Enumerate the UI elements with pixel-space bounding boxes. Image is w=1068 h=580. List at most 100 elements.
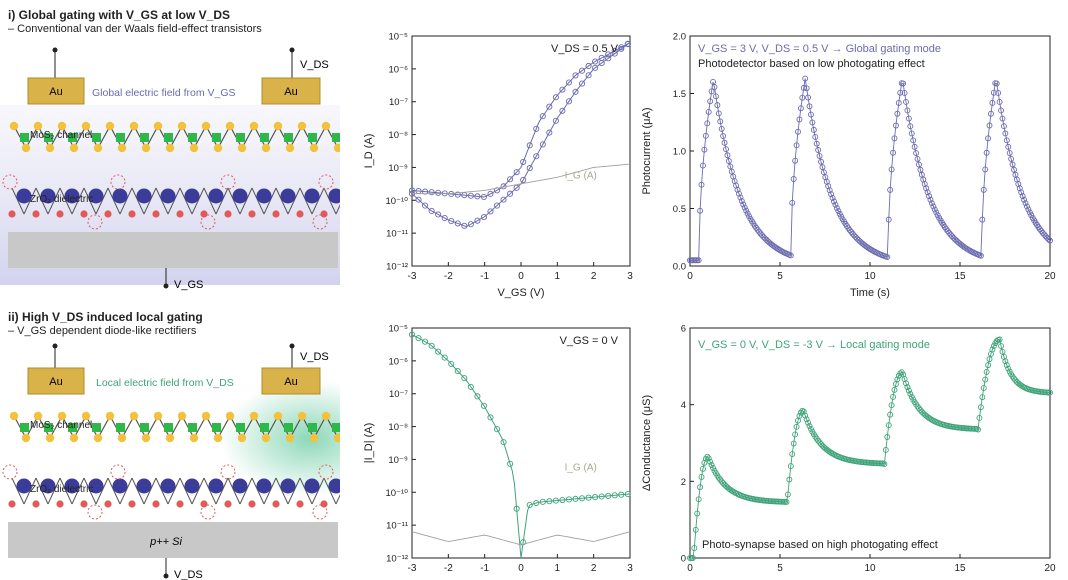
data-point (890, 394, 896, 400)
data-point (818, 158, 824, 165)
field-label: Global electric field from V_GS (92, 87, 236, 99)
data-point (803, 416, 810, 423)
y-tick-label: 10⁻⁶ (389, 356, 409, 367)
data-point (715, 110, 722, 117)
y-tick-label: 10⁻⁵ (388, 32, 408, 43)
o-atom (224, 500, 232, 508)
o-atom (104, 500, 112, 508)
data-point (1003, 362, 1010, 369)
data-point (520, 176, 527, 183)
data-point (797, 105, 804, 112)
data-point (947, 231, 954, 238)
data-point (700, 465, 706, 472)
mo-atom (236, 423, 245, 432)
s-atom (57, 411, 67, 421)
data-point (605, 51, 612, 58)
s-atom (225, 121, 235, 131)
data-point (725, 158, 732, 164)
data-point (480, 214, 487, 221)
s-atom (81, 411, 91, 421)
data-point (890, 149, 896, 156)
s-atom (297, 121, 307, 131)
data-point (572, 495, 579, 502)
data-point (691, 545, 698, 552)
data-point (422, 188, 429, 195)
data-point (689, 555, 696, 561)
data-point (718, 125, 725, 132)
data-point (976, 415, 983, 421)
panel-ii-title: ii) High V_DS induced local gating (8, 310, 203, 324)
panel-ii-subtitle: – V_GS dependent diode-like rectifiers (8, 325, 197, 337)
data-point (927, 196, 934, 203)
y-tick-label: 10⁻⁶ (389, 64, 409, 75)
s-atom (249, 411, 259, 421)
zr-atom (208, 478, 224, 494)
y-tick-label: 0 (681, 554, 686, 565)
transfer-curve-high-vds: -3 -2 -1 0 1 2 3 10⁻¹² 10⁻¹¹ 10⁻¹⁰ 10⁻⁹ 10⁻⁸ 10⁻⁷ 10⁻… (363, 324, 633, 575)
data-point (903, 98, 909, 105)
data-point (887, 411, 894, 418)
data-point (792, 157, 799, 164)
mo-atom (116, 423, 125, 432)
data-point (701, 146, 708, 153)
data-point (552, 117, 559, 124)
data-point (493, 187, 501, 194)
channel-label: MoS₂ channel (30, 130, 92, 141)
zr-atom (304, 188, 320, 204)
data-point (990, 89, 997, 96)
field-label: Local electric field from V_DS (96, 377, 234, 389)
zr-atom (208, 188, 224, 204)
data-point (734, 186, 741, 193)
mo-atom (332, 133, 340, 142)
data-point (1002, 358, 1009, 365)
data-point (806, 103, 813, 110)
data-point (927, 416, 934, 422)
zr-atom (40, 188, 56, 204)
y-tick-label: 4 (681, 400, 686, 411)
plot-frame (411, 35, 631, 267)
o-atom (104, 210, 112, 218)
data-point (805, 419, 812, 426)
data-point (572, 72, 579, 79)
data-point (894, 110, 901, 117)
s-atom (165, 143, 175, 153)
data-point (474, 393, 481, 400)
data-point (526, 165, 533, 172)
y-tick-label: 10⁻⁸ (388, 130, 408, 141)
data-point (1026, 209, 1033, 216)
data-point (565, 496, 573, 503)
data-point (908, 130, 915, 137)
y-axis-label: |I_D| (A) (363, 423, 375, 464)
data-point (1019, 193, 1026, 200)
data-point (592, 494, 599, 501)
data-point (979, 394, 986, 401)
annotation-label: V_DS = 0.5 V (551, 43, 619, 55)
data-point (985, 135, 992, 142)
data-point (598, 493, 605, 500)
data-point (803, 85, 810, 92)
o-atom (32, 500, 40, 508)
data-point (885, 422, 892, 429)
conductance-plot: 0 5 10 15 20 0 2 4 6 ΔConductance (μS) V_GS = 0 V,… (641, 324, 1056, 575)
s-atom (225, 411, 235, 421)
data-point (428, 342, 435, 349)
zr-atom (328, 478, 340, 494)
data-point (712, 93, 719, 100)
panel-i-subtitle: – Conventional van der Waals field-effec… (8, 23, 262, 35)
vgs-label: V_GS (174, 279, 203, 291)
s-atom (321, 411, 331, 421)
data-point (1003, 137, 1010, 144)
data-point (585, 62, 592, 70)
data-point (718, 478, 725, 485)
zr-atom (232, 188, 248, 204)
y-tick-label: 10⁻⁸ (388, 422, 408, 433)
series-line (412, 163, 631, 195)
au-electrode-left (27, 77, 85, 105)
vds-label: V_DS (300, 351, 329, 363)
data-point (910, 137, 917, 144)
x-tick-label: -2 (444, 271, 453, 282)
y-tick-label: 10⁻⁷ (389, 97, 409, 108)
data-point (454, 220, 461, 227)
conductance-line (690, 338, 1051, 559)
device-schematic-ii: V_DS Au Au Local electric field from V_D… (2, 343, 340, 580)
